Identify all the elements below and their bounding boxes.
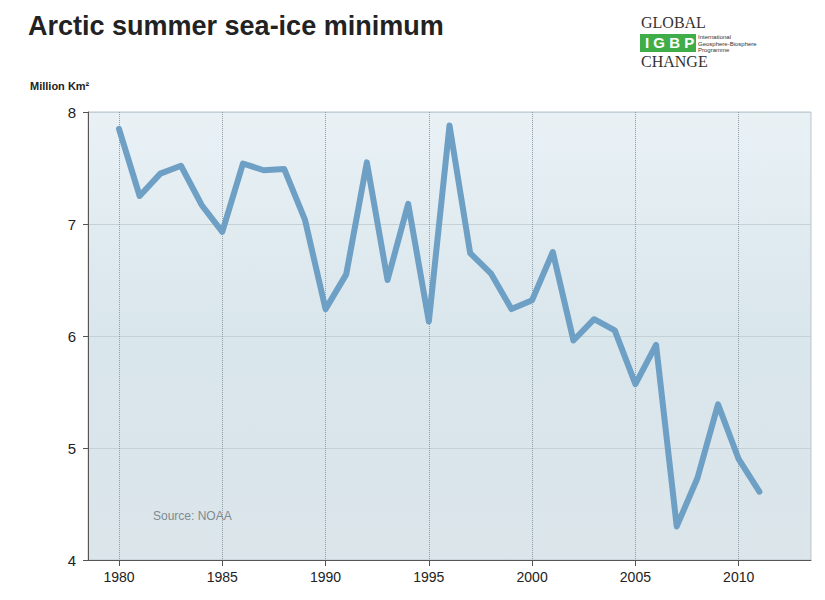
svg-text:6: 6 xyxy=(68,328,76,345)
svg-text:I G B P: I G B P xyxy=(645,34,694,51)
svg-text:1990: 1990 xyxy=(310,569,341,585)
svg-text:Source: NOAA: Source: NOAA xyxy=(153,509,232,523)
svg-text:1995: 1995 xyxy=(413,569,444,585)
svg-text:Arctic summer sea-ice minimum: Arctic summer sea-ice minimum xyxy=(28,11,444,41)
svg-text:8: 8 xyxy=(68,104,76,121)
svg-text:Programme: Programme xyxy=(698,47,730,53)
svg-text:2000: 2000 xyxy=(517,569,548,585)
svg-text:2010: 2010 xyxy=(723,569,754,585)
svg-text:1980: 1980 xyxy=(103,569,134,585)
svg-text:CHANGE: CHANGE xyxy=(641,53,708,70)
svg-text:GLOBAL: GLOBAL xyxy=(641,14,706,31)
svg-text:Geosphere-Biosphere: Geosphere-Biosphere xyxy=(698,41,757,47)
svg-text:4: 4 xyxy=(68,552,76,569)
svg-text:1985: 1985 xyxy=(207,569,238,585)
svg-text:2005: 2005 xyxy=(620,569,651,585)
svg-text:International: International xyxy=(698,34,731,40)
svg-text:Million Km²: Million Km² xyxy=(30,80,90,92)
svg-text:7: 7 xyxy=(68,216,76,233)
svg-text:5: 5 xyxy=(68,440,76,457)
